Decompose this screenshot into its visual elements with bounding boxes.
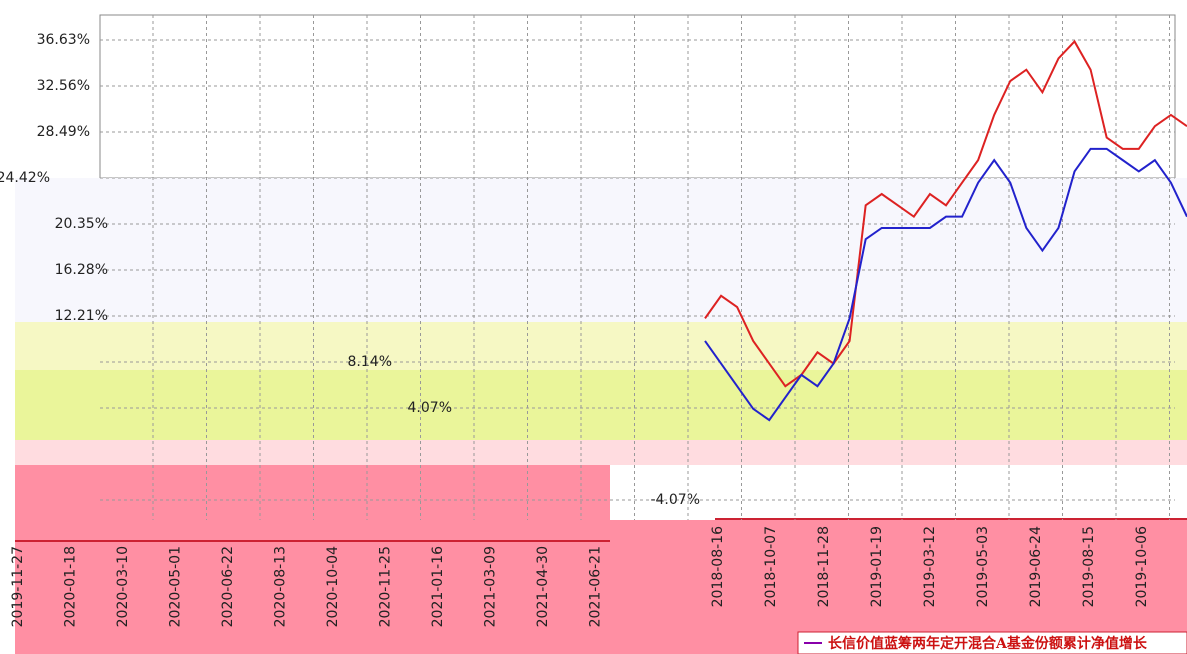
- x-tick-label: 2021-03-09: [483, 546, 499, 627]
- y-tick-label: 20.35%: [55, 216, 108, 232]
- series-line: [704, 39, 1187, 388]
- series-line: [704, 147, 1187, 422]
- x-tick-label: 2019-08-15: [1081, 526, 1097, 607]
- legend-label: 长信价值蓝筹两年定开混合A基金份额累计净值增长: [828, 635, 1148, 652]
- y-tick-label: 16.28%: [55, 262, 108, 278]
- y-tick-label: 12.21%: [55, 308, 108, 324]
- x-tick-label: 2020-05-01: [168, 546, 184, 627]
- x-tick-label: 2021-01-16: [430, 546, 446, 627]
- x-tick-label: 2018-10-07: [763, 526, 779, 607]
- x-tick-label: 2020-06-22: [220, 546, 236, 627]
- x-tick-label: 2019-11-27: [10, 546, 26, 627]
- glitch-band: [15, 440, 1187, 465]
- y-tick-label: 24.42%: [0, 170, 50, 186]
- axis-line: [715, 518, 1187, 520]
- axis-line: [15, 540, 610, 542]
- y-tick-label: 36.63%: [37, 32, 90, 48]
- x-tick-label: 2020-11-25: [378, 546, 394, 627]
- y-tick-label: 4.07%: [408, 400, 452, 416]
- x-tick-label: 2018-08-16: [710, 526, 726, 607]
- x-tick-label: 2019-01-19: [869, 526, 885, 607]
- x-tick-label: 2020-08-13: [273, 546, 289, 627]
- x-tick-label: 2020-10-04: [325, 546, 341, 627]
- legend-box: [797, 631, 1187, 654]
- glitch-band: [15, 465, 610, 654]
- x-tick-label: 2019-06-24: [1028, 526, 1044, 607]
- x-tick-label: 2021-06-21: [588, 546, 604, 627]
- chart-layer: 2019-11-27 2020-01-18 2020-03-10 2020-05-01…: [0, 15, 1187, 627]
- glitch-band: [15, 178, 1187, 322]
- glitch-band: [15, 322, 1187, 370]
- y-tick-label: -4.07%: [650, 492, 700, 508]
- x-tick-label: 2019-10-06: [1134, 526, 1150, 607]
- y-tick-label: 32.56%: [37, 78, 90, 94]
- x-tick-label: 2021-04-30: [535, 546, 551, 627]
- y-tick-label: 28.49%: [37, 124, 90, 140]
- x-tick-label: 2018-11-28: [816, 526, 832, 607]
- x-tick-label: 2019-05-03: [975, 526, 991, 607]
- x-tick-label: 2020-01-18: [63, 546, 79, 627]
- y-tick-label: 8.14%: [348, 354, 392, 370]
- x-tick-label: 2019-03-12: [922, 526, 938, 607]
- glitch-band: [15, 370, 1187, 440]
- x-tick-label: 2020-03-10: [115, 546, 131, 627]
